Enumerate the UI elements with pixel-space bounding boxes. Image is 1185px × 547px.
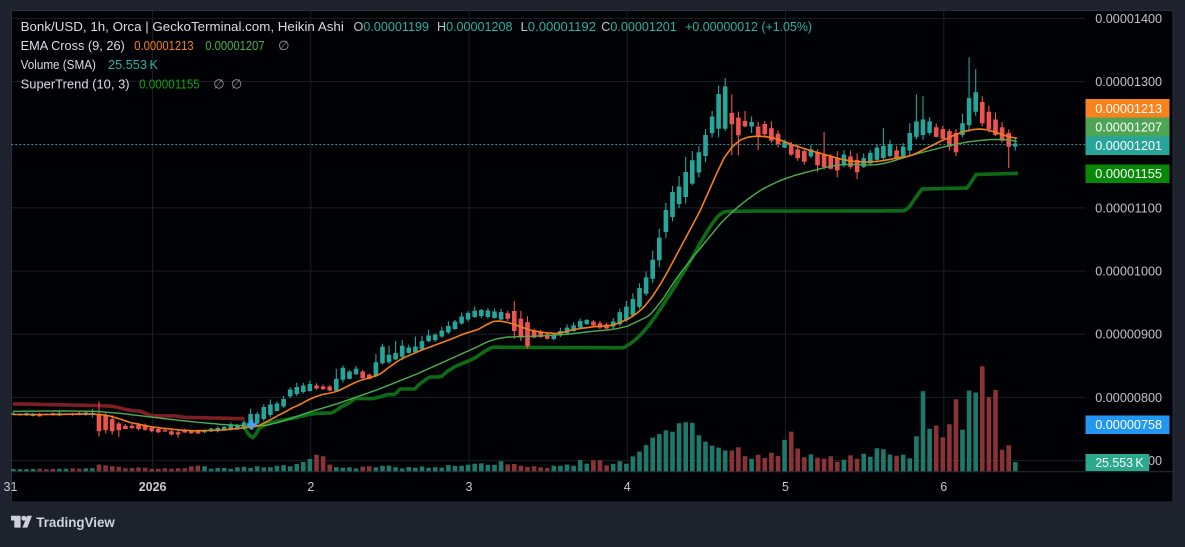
svg-text:Bonk/USD, 1h, Orca | GeckoTerm: Bonk/USD, 1h, Orca | GeckoTerminal.com, … (21, 19, 344, 34)
svg-text:C0.00001201: C0.00001201 (601, 19, 677, 34)
svg-text:6: 6 (940, 480, 947, 494)
svg-text:0.00000800: 0.00000800 (1095, 391, 1162, 405)
svg-text:EMA Cross (9, 26): EMA Cross (9, 26) (21, 38, 125, 53)
svg-text:∅: ∅ (213, 76, 224, 91)
svg-text:4: 4 (624, 480, 631, 494)
svg-text:0.00001155: 0.00001155 (1095, 167, 1162, 181)
svg-text:L0.00001192: L0.00001192 (521, 19, 597, 34)
svg-text:SuperTrend (10, 3): SuperTrend (10, 3) (21, 76, 130, 91)
svg-text:0.00000758: 0.00000758 (1095, 418, 1162, 432)
svg-text:0.00001100: 0.00001100 (1095, 201, 1162, 215)
svg-text:0.00001155: 0.00001155 (139, 76, 200, 91)
svg-text:Volume (SMA): Volume (SMA) (21, 57, 96, 72)
svg-text:0.00001000: 0.00001000 (1095, 265, 1162, 279)
svg-text:0.00001400: 0.00001400 (1095, 12, 1162, 26)
svg-text:+0.00000012 (+1.05%): +0.00000012 (+1.05%) (685, 19, 812, 34)
svg-text:25.553 K: 25.553 K (1095, 456, 1144, 470)
svg-text:0.00001300: 0.00001300 (1095, 75, 1162, 89)
svg-text:2: 2 (307, 480, 314, 494)
svg-text:31: 31 (4, 480, 18, 494)
svg-text:2026: 2026 (139, 480, 167, 494)
svg-text:∅: ∅ (231, 76, 242, 91)
svg-text:0.00001213: 0.00001213 (134, 38, 193, 53)
svg-text:25.553 K: 25.553 K (108, 57, 158, 72)
svg-text:0.00001207: 0.00001207 (205, 38, 264, 53)
svg-text:0.00001201: 0.00001201 (1095, 139, 1162, 153)
svg-text:5: 5 (782, 480, 789, 494)
svg-text:0.00000900: 0.00000900 (1095, 328, 1162, 342)
svg-text:3: 3 (466, 480, 473, 494)
svg-text:0.00001213: 0.00001213 (1095, 102, 1162, 116)
svg-text:0.00001207: 0.00001207 (1095, 121, 1162, 135)
svg-text:∅: ∅ (278, 38, 289, 53)
svg-text:O0.00001199: O0.00001199 (354, 19, 430, 34)
svg-text:TradingView: TradingView (36, 515, 115, 530)
svg-text:H0.00001208: H0.00001208 (437, 19, 513, 34)
